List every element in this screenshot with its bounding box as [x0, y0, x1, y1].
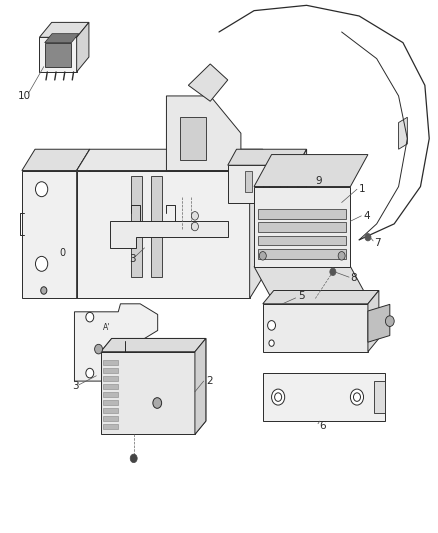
- Circle shape: [153, 398, 162, 408]
- Polygon shape: [263, 290, 379, 304]
- Polygon shape: [258, 236, 346, 245]
- Polygon shape: [77, 149, 263, 171]
- Polygon shape: [151, 176, 162, 277]
- Text: 8: 8: [350, 273, 357, 283]
- Polygon shape: [103, 424, 118, 429]
- Polygon shape: [74, 304, 158, 381]
- Circle shape: [35, 256, 48, 271]
- Circle shape: [86, 368, 94, 378]
- Polygon shape: [103, 384, 118, 389]
- Polygon shape: [180, 117, 206, 160]
- Circle shape: [95, 344, 102, 354]
- Polygon shape: [245, 171, 252, 192]
- Polygon shape: [103, 376, 118, 381]
- Polygon shape: [103, 400, 118, 405]
- Text: 4: 4: [364, 211, 370, 221]
- Text: 10: 10: [18, 91, 31, 101]
- Circle shape: [353, 393, 360, 401]
- Circle shape: [191, 222, 198, 231]
- Circle shape: [259, 252, 266, 260]
- Circle shape: [365, 233, 371, 241]
- Text: A': A': [103, 324, 110, 332]
- Circle shape: [275, 393, 282, 401]
- Polygon shape: [101, 338, 206, 434]
- Text: 6: 6: [320, 422, 326, 431]
- Polygon shape: [22, 171, 77, 298]
- Polygon shape: [258, 209, 346, 219]
- Polygon shape: [101, 338, 206, 352]
- Text: 0: 0: [59, 248, 65, 258]
- Polygon shape: [254, 266, 368, 298]
- Text: 5: 5: [298, 291, 304, 301]
- Circle shape: [269, 340, 274, 346]
- Polygon shape: [103, 368, 118, 373]
- Polygon shape: [39, 37, 77, 72]
- Circle shape: [272, 389, 285, 405]
- Text: 7: 7: [374, 238, 381, 247]
- Polygon shape: [103, 392, 118, 397]
- Circle shape: [86, 312, 94, 322]
- Polygon shape: [258, 222, 346, 232]
- Circle shape: [41, 287, 47, 294]
- Polygon shape: [188, 64, 228, 101]
- Circle shape: [191, 212, 198, 220]
- Polygon shape: [263, 373, 385, 421]
- Circle shape: [35, 182, 48, 197]
- Circle shape: [130, 454, 137, 463]
- Text: 2: 2: [206, 376, 212, 386]
- Polygon shape: [195, 338, 206, 434]
- Polygon shape: [368, 290, 379, 352]
- Polygon shape: [228, 165, 298, 203]
- Polygon shape: [77, 171, 250, 298]
- Polygon shape: [22, 149, 90, 171]
- Polygon shape: [254, 155, 368, 187]
- Polygon shape: [101, 352, 195, 434]
- Circle shape: [338, 252, 345, 260]
- Polygon shape: [110, 221, 228, 248]
- Polygon shape: [254, 187, 350, 266]
- Text: 3: 3: [72, 382, 79, 391]
- Polygon shape: [77, 22, 89, 72]
- Polygon shape: [103, 416, 118, 421]
- Polygon shape: [250, 149, 263, 298]
- Polygon shape: [166, 96, 241, 171]
- Polygon shape: [258, 249, 346, 259]
- Circle shape: [330, 268, 336, 276]
- Circle shape: [385, 316, 394, 326]
- Polygon shape: [45, 34, 79, 43]
- Polygon shape: [280, 171, 287, 192]
- Polygon shape: [131, 176, 142, 277]
- Polygon shape: [103, 360, 118, 365]
- Polygon shape: [263, 304, 368, 352]
- Polygon shape: [263, 171, 269, 192]
- Text: 9: 9: [315, 176, 322, 186]
- Polygon shape: [298, 149, 307, 203]
- Polygon shape: [77, 149, 90, 298]
- Circle shape: [268, 321, 276, 330]
- Polygon shape: [374, 381, 385, 413]
- Polygon shape: [39, 22, 89, 37]
- Circle shape: [350, 389, 364, 405]
- Text: 1: 1: [359, 184, 366, 194]
- Text: 3: 3: [129, 254, 136, 263]
- Polygon shape: [399, 117, 407, 149]
- Polygon shape: [228, 149, 307, 165]
- Polygon shape: [103, 408, 118, 413]
- Polygon shape: [368, 304, 390, 342]
- Polygon shape: [45, 43, 71, 67]
